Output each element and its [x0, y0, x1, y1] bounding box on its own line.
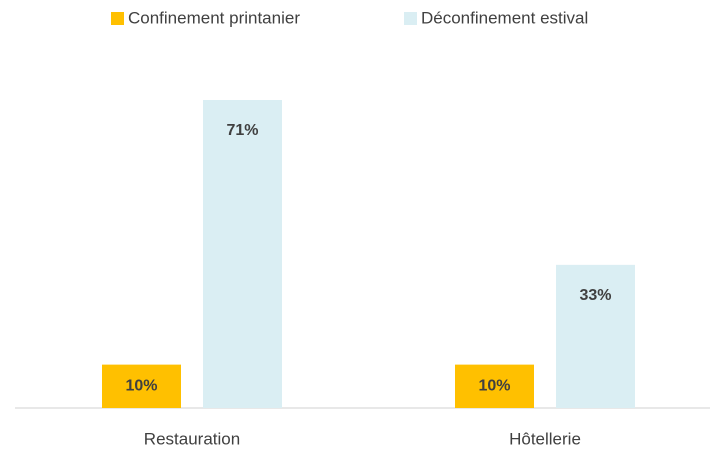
value-label: 33%	[579, 287, 611, 304]
bar	[203, 100, 282, 408]
x-tick-label: Hôtellerie	[509, 429, 581, 448]
bar	[102, 364, 181, 408]
legend-swatch	[111, 12, 124, 25]
legend-label: Déconfinement estival	[421, 8, 588, 27]
bar	[556, 264, 635, 408]
legend-label: Confinement printanier	[128, 8, 300, 27]
value-label: 10%	[125, 378, 157, 395]
bar	[455, 364, 534, 408]
x-tick-label: Restauration	[144, 429, 240, 448]
value-label: 71%	[226, 122, 258, 139]
legend-swatch	[404, 12, 417, 25]
value-label: 10%	[478, 378, 510, 395]
